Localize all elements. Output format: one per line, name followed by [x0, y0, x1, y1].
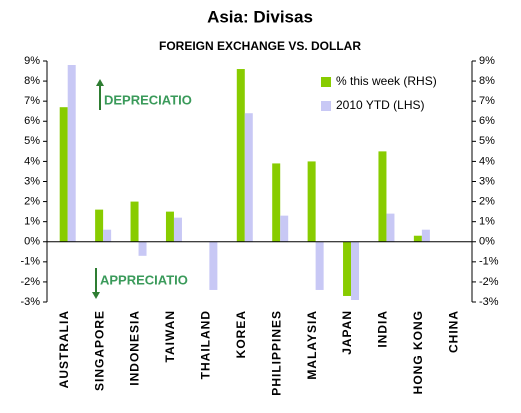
y-tick-label: 7% — [24, 95, 40, 107]
y2-tick-label: -2% — [479, 276, 499, 288]
x-tick-label: CHINA — [446, 310, 460, 353]
x-tick-label: THAILAND — [199, 310, 213, 379]
y2-tick-label: 8% — [479, 75, 495, 87]
y2-tick-label: 0% — [479, 236, 495, 248]
y-tick-label: 3% — [24, 175, 40, 187]
bar — [343, 241, 352, 296]
x-tick-label: KOREA — [234, 310, 248, 358]
bar — [307, 161, 316, 242]
x-tick-label: INDONESIA — [128, 310, 142, 386]
y-tick-label: 1% — [24, 216, 40, 228]
y2-tick-label: 3% — [479, 175, 495, 187]
y-tick-label: -2% — [20, 276, 40, 288]
legend-label: % this week (RHS) — [336, 74, 437, 88]
bar — [95, 209, 104, 242]
y2-tick-label: 9% — [479, 55, 495, 67]
bar — [138, 241, 147, 256]
x-tick-label: TAIWAN — [163, 310, 177, 362]
bar — [351, 241, 360, 300]
y-tick-label: 0% — [24, 236, 40, 248]
up-arrow-head — [96, 79, 104, 86]
bar — [59, 107, 68, 242]
bar — [315, 241, 324, 290]
x-tick-label: HONG KONG — [411, 310, 425, 394]
y-tick-label: 4% — [24, 155, 40, 167]
bar — [236, 69, 245, 242]
bar — [413, 235, 422, 242]
bar — [209, 241, 218, 290]
bar — [67, 65, 76, 242]
bar — [421, 229, 430, 242]
x-tick-label: INDIA — [376, 310, 390, 348]
annotation: APPRECIATIO — [100, 272, 188, 287]
bar — [173, 217, 182, 242]
annotation: DEPRECIATIO — [104, 92, 192, 107]
x-tick-label: JAPAN — [340, 310, 354, 355]
bar — [280, 215, 289, 242]
y2-tick-label: -3% — [479, 296, 499, 308]
x-tick-label: SINGAPORE — [92, 310, 106, 391]
bar — [103, 229, 112, 242]
bar — [165, 211, 174, 242]
chart-title: Asia: Divisas — [207, 7, 313, 26]
legend-label: 2010 YTD (LHS) — [336, 98, 424, 112]
x-tick-label: PHILIPPINES — [269, 310, 283, 396]
y2-tick-label: 4% — [479, 155, 495, 167]
bar — [130, 201, 139, 242]
y2-tick-label: 7% — [479, 95, 495, 107]
bar — [378, 151, 387, 242]
x-tick-label: AUSTRALIA — [57, 310, 71, 388]
y2-tick-label: -1% — [479, 256, 499, 268]
bar — [244, 113, 253, 242]
legend-swatch — [321, 101, 331, 111]
bar — [386, 213, 395, 242]
y-tick-label: 6% — [24, 115, 40, 127]
legend-swatch — [321, 77, 331, 87]
y-tick-label: 9% — [24, 55, 40, 67]
y2-tick-label: 1% — [479, 216, 495, 228]
y2-tick-label: 6% — [479, 115, 495, 127]
down-arrow-head — [92, 292, 100, 299]
y2-tick-label: 5% — [479, 135, 495, 147]
x-tick-label: MALAYSIA — [305, 310, 319, 380]
y-tick-label: 8% — [24, 75, 40, 87]
chart-subtitle: FOREIGN EXCHANGE VS. DOLLAR — [159, 39, 361, 53]
y-tick-label: -1% — [20, 256, 40, 268]
bar — [272, 163, 281, 242]
y-tick-label: 2% — [24, 195, 40, 207]
y-tick-label: 5% — [24, 135, 40, 147]
y2-tick-label: 2% — [479, 195, 495, 207]
y-tick-label: -3% — [20, 296, 40, 308]
